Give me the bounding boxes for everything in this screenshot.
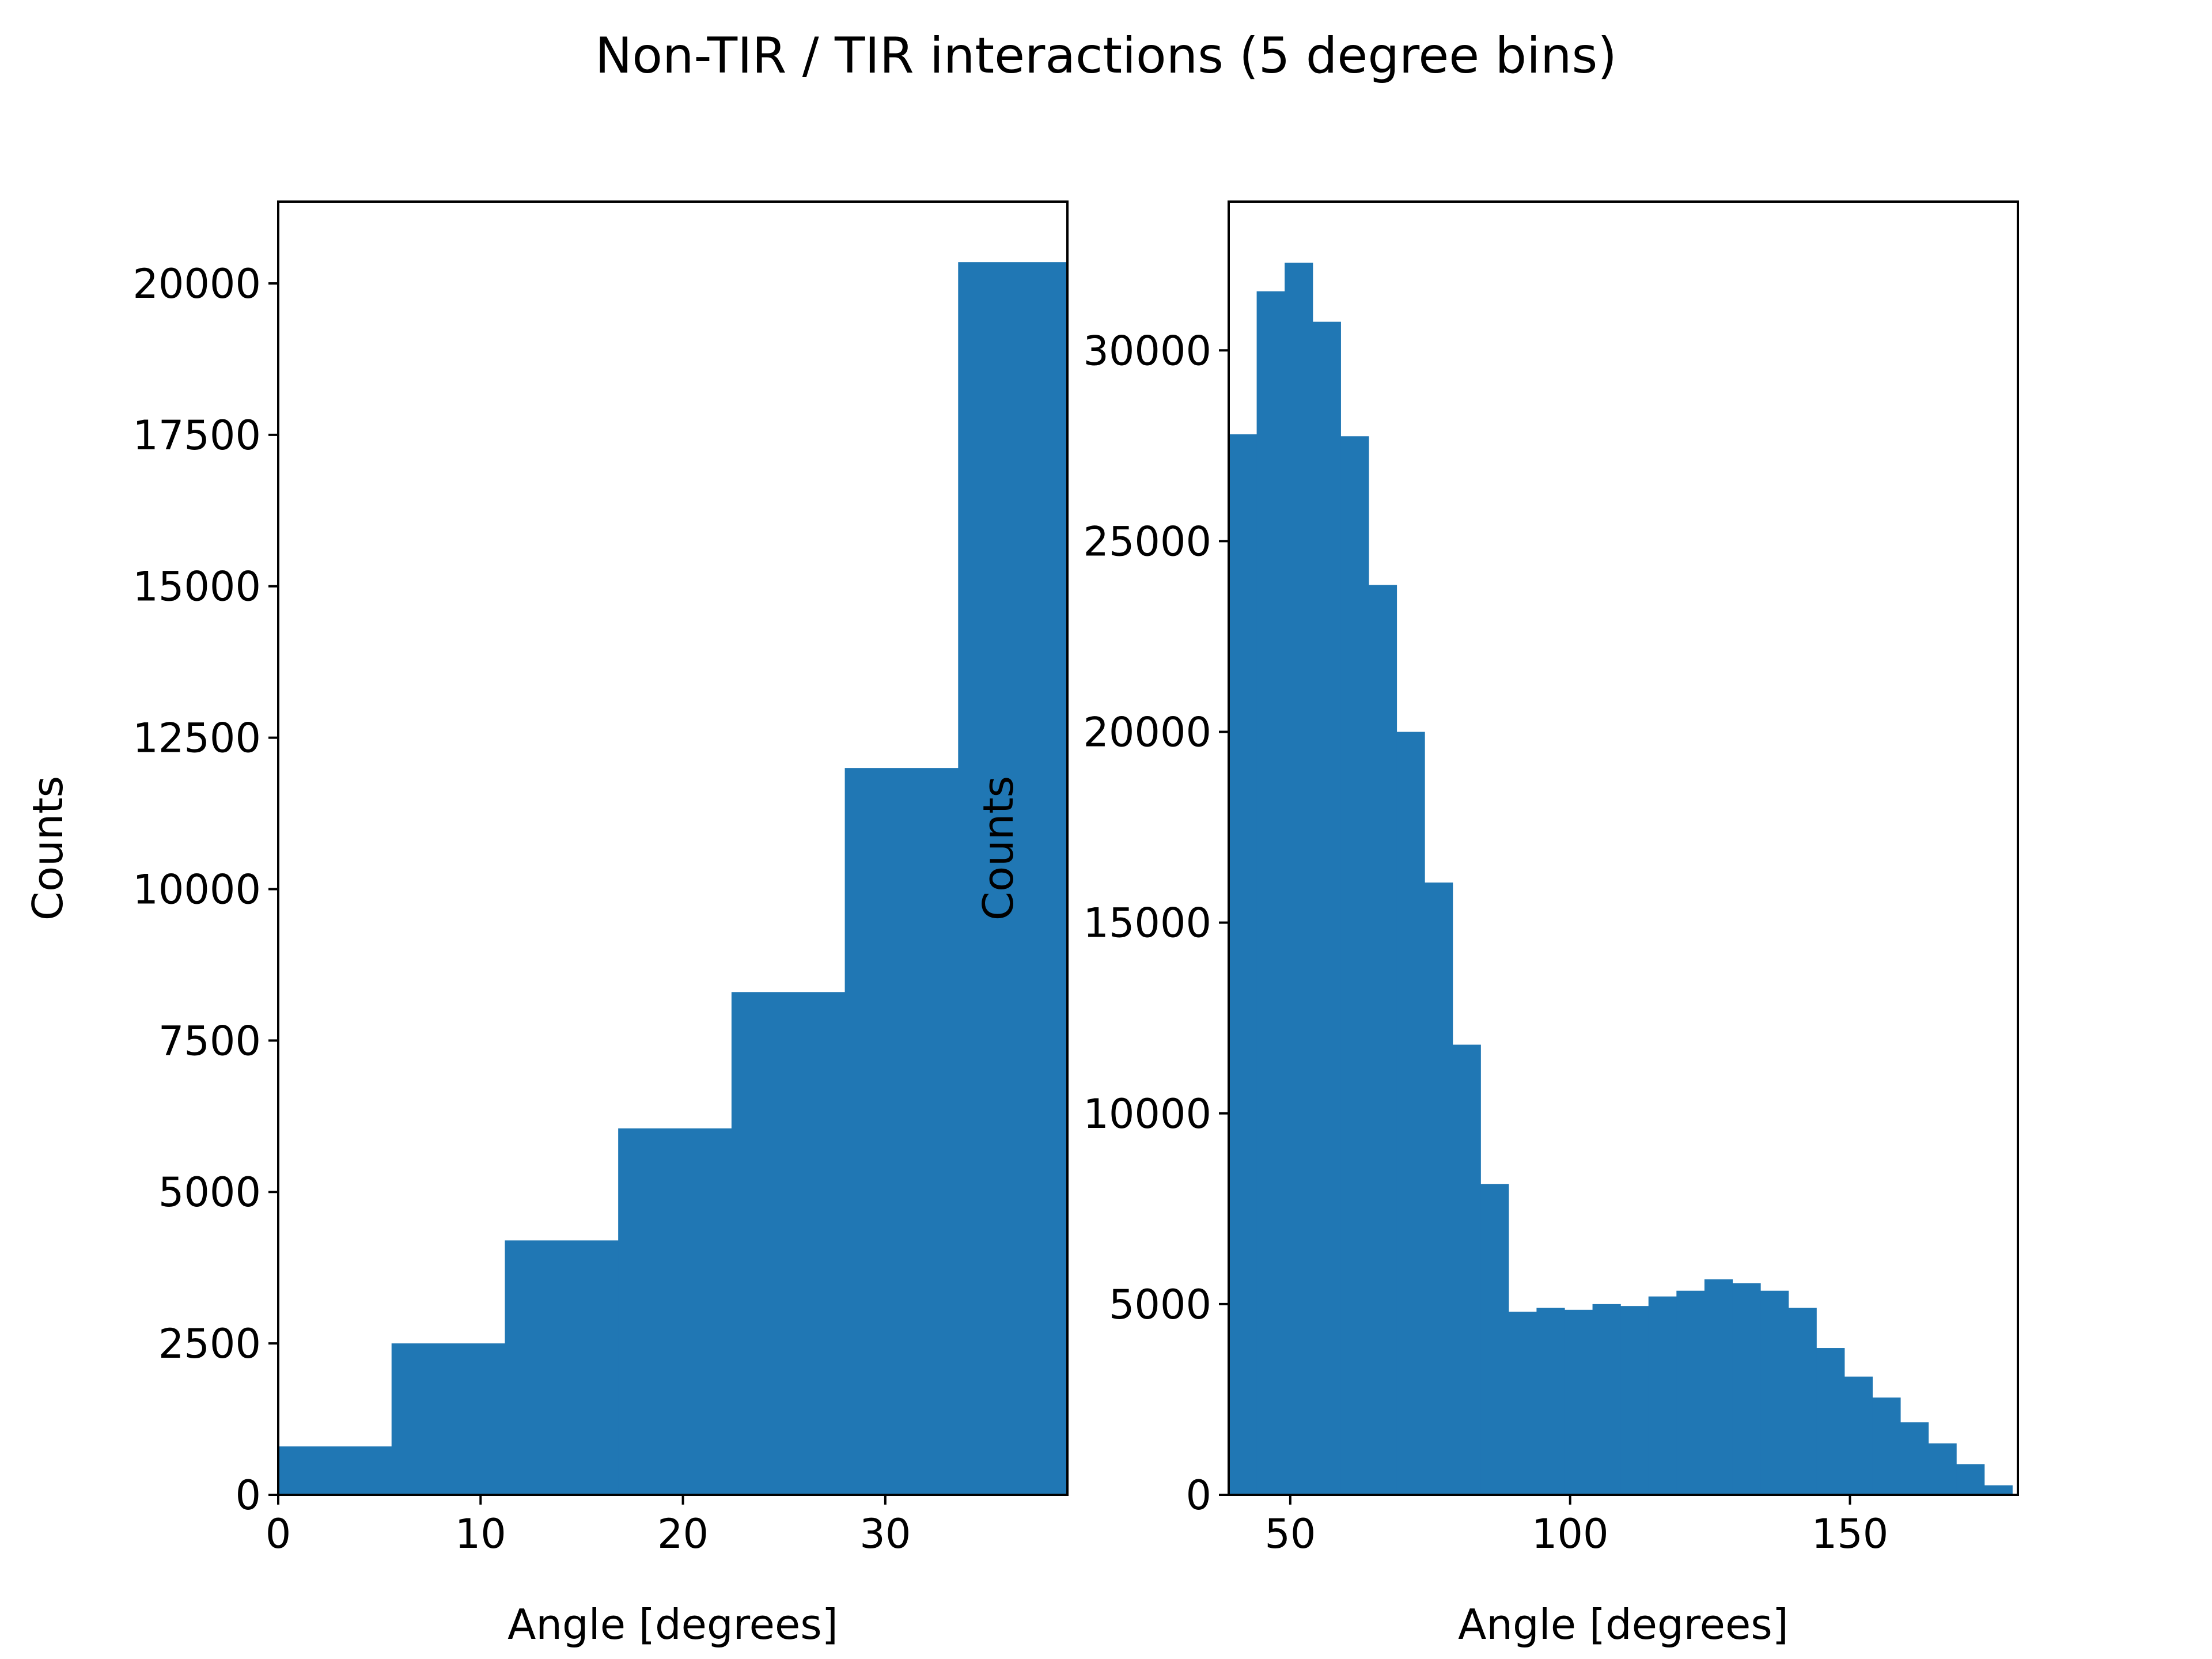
histogram-bar [1229, 434, 1257, 1495]
histogram-bar [505, 1240, 619, 1495]
y-tick-label: 2500 [158, 1320, 261, 1368]
y-tick-label: 5000 [158, 1169, 261, 1216]
histogram-bar [1564, 1309, 1593, 1495]
histogram-bar [391, 1343, 506, 1495]
histogram-bar [1368, 585, 1397, 1495]
y-axis-label: Counts [974, 776, 1022, 921]
y-tick-label: 30000 [1083, 327, 1211, 374]
y-tick-label: 12500 [132, 715, 261, 762]
histogram-bar [1312, 321, 1341, 1495]
y-tick-label: 10000 [132, 866, 261, 913]
histogram-bar [1984, 1485, 2013, 1495]
histogram-bar [844, 768, 959, 1495]
y-tick-label: 20000 [132, 260, 261, 308]
x-tick-label: 50 [1264, 1510, 1316, 1558]
y-tick-label: 10000 [1083, 1090, 1211, 1138]
x-tick-label: 30 [859, 1510, 911, 1558]
histogram-bar [1760, 1290, 1789, 1495]
x-axis-label: Angle [degrees] [507, 1600, 838, 1649]
y-tick-label: 15000 [132, 563, 261, 611]
axes-frame [277, 200, 1069, 1496]
histogram-bar [1536, 1308, 1565, 1495]
y-tick-label: 17500 [132, 412, 261, 459]
histogram-bar [278, 1446, 392, 1495]
x-tick-label: 100 [1532, 1510, 1609, 1558]
histogram-bar [1452, 1044, 1481, 1495]
axes-frame [1228, 200, 2019, 1496]
histogram-bar [958, 262, 1068, 1495]
y-axis-label: Counts [24, 776, 72, 921]
y-tick-label: 0 [235, 1472, 261, 1519]
y-tick-label: 7500 [158, 1017, 261, 1065]
histogram-bar [1704, 1279, 1733, 1495]
histogram-bar [1956, 1464, 1985, 1495]
y-tick-label: 15000 [1083, 900, 1211, 947]
histogram-bar [1480, 1184, 1509, 1495]
x-tick-label: 10 [455, 1510, 506, 1558]
histogram-bar [1285, 262, 1313, 1495]
histogram-bar [1788, 1308, 1817, 1495]
histogram-bar [1928, 1443, 1957, 1495]
histogram-bar [1872, 1397, 1901, 1495]
histogram-panel-right: 0 5000 10000 15000 20000 25000 30000 50 100 150 An… [974, 200, 2019, 1649]
histogram-bar [1592, 1304, 1621, 1495]
histogram-bar [1396, 732, 1425, 1495]
histogram-bar [1732, 1283, 1761, 1495]
y-tick-label: 0 [1185, 1472, 1211, 1519]
histogram-bar [1620, 1306, 1649, 1495]
x-tick-label: 150 [1812, 1510, 1889, 1558]
histogram-bar [1508, 1312, 1537, 1495]
x-axis-label: Angle [degrees] [1458, 1600, 1789, 1649]
histogram-bar [1425, 882, 1453, 1495]
y-tick-label: 5000 [1109, 1281, 1211, 1328]
x-tick-label: 20 [657, 1510, 709, 1558]
histogram-bar [618, 1128, 732, 1495]
histogram-bar [1676, 1290, 1705, 1495]
histogram-bar [731, 992, 846, 1495]
histogram-bar [1256, 291, 1285, 1495]
figure-title: Non-TIR / TIR interactions (5 degree bin… [595, 27, 1617, 85]
histogram-bar [1900, 1422, 1929, 1495]
histogram-panel-left: 0 2500 5000 7500 10000 12500 15000 17500 20000 0 1… [24, 200, 1069, 1649]
y-tick-label: 25000 [1083, 518, 1211, 565]
y-tick-label: 20000 [1083, 709, 1211, 756]
histogram-bar [1340, 436, 1369, 1495]
histogram-bar [1844, 1376, 1873, 1495]
histogram-bar [1816, 1348, 1845, 1495]
histogram-bar [1648, 1296, 1677, 1495]
x-tick-label: 0 [266, 1510, 291, 1558]
